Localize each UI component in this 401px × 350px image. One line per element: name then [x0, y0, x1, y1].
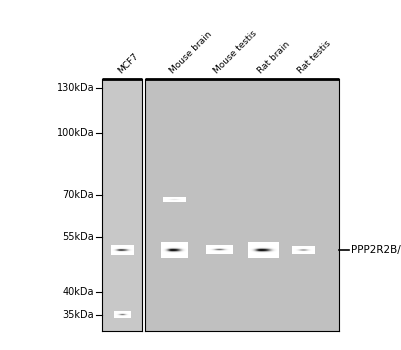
- Text: Mouse brain: Mouse brain: [168, 30, 214, 75]
- Text: MCF7: MCF7: [116, 51, 140, 75]
- Text: 35kDa: 35kDa: [63, 310, 94, 320]
- Bar: [102, 79, 142, 331]
- Text: 100kDa: 100kDa: [57, 128, 94, 138]
- Text: Rat brain: Rat brain: [256, 40, 292, 75]
- Text: 130kDa: 130kDa: [57, 83, 94, 93]
- Bar: [145, 79, 339, 331]
- Text: PPP2R2B/PPP2R2C: PPP2R2B/PPP2R2C: [351, 245, 401, 255]
- Text: Rat testis: Rat testis: [296, 38, 333, 75]
- Text: 40kDa: 40kDa: [63, 287, 94, 297]
- Text: 55kDa: 55kDa: [63, 232, 94, 242]
- Text: 70kDa: 70kDa: [63, 190, 94, 200]
- Text: Mouse testis: Mouse testis: [212, 29, 259, 75]
